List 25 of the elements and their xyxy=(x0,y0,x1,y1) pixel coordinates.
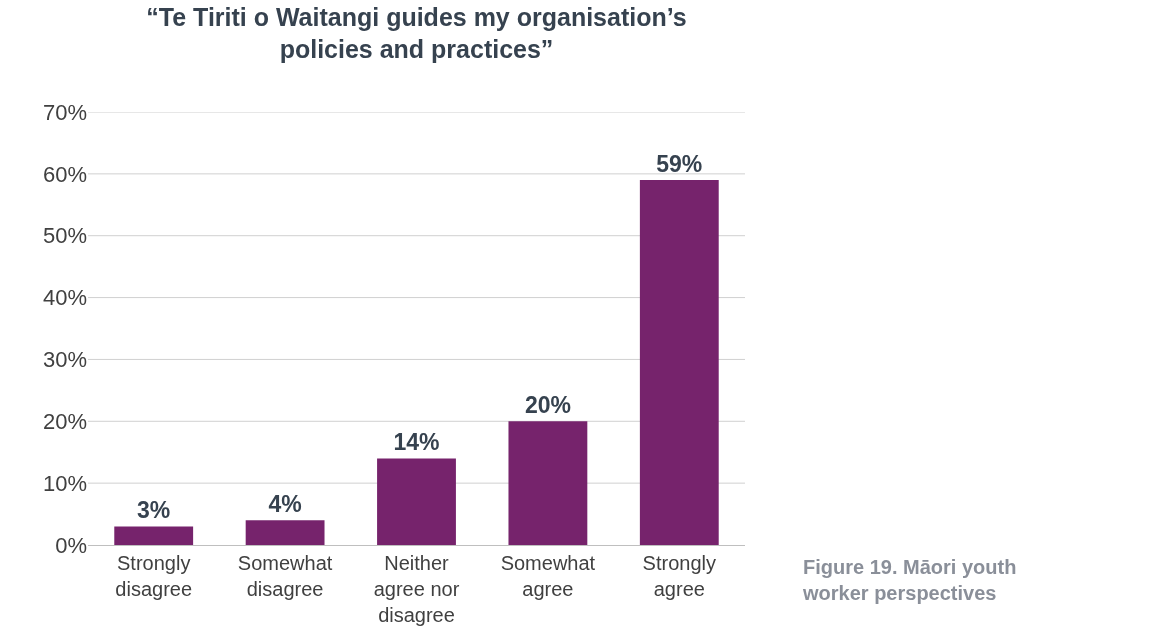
bar xyxy=(508,421,588,545)
y-tick-label: 50% xyxy=(42,223,87,249)
data-label: 4% xyxy=(268,491,302,518)
y-tick-label: 20% xyxy=(42,408,87,434)
y-tick-label: 10% xyxy=(42,470,87,496)
data-label: 14% xyxy=(393,429,440,456)
x-tick-label: Somewhat agree xyxy=(500,552,596,600)
x-tick-label: Strongly disagree xyxy=(115,552,193,600)
y-tick-label: 70% xyxy=(42,99,87,125)
x-tick-label: Strongly agree xyxy=(642,552,716,600)
chart-title: “Te Tiriti o Waitangi guides my organisation’s policies and practices” xyxy=(146,2,687,64)
y-tick-label: 60% xyxy=(42,161,87,187)
data-label: 3% xyxy=(137,497,171,524)
bar xyxy=(639,180,719,545)
y-tick-label: 0% xyxy=(55,532,87,558)
y-tick-label: 30% xyxy=(42,347,87,373)
x-tick-label: Somewhat disagree xyxy=(237,552,333,600)
y-tick-label: 40% xyxy=(42,285,87,311)
bar xyxy=(245,520,325,545)
x-tick-label: Neither agree nor disagree xyxy=(373,552,460,626)
caption: Figure 19. Māori youth worker perspectives xyxy=(802,556,1017,604)
data-label: 20% xyxy=(524,392,571,419)
data-label: 59% xyxy=(656,151,703,178)
bar xyxy=(114,526,194,545)
bar xyxy=(377,458,456,545)
